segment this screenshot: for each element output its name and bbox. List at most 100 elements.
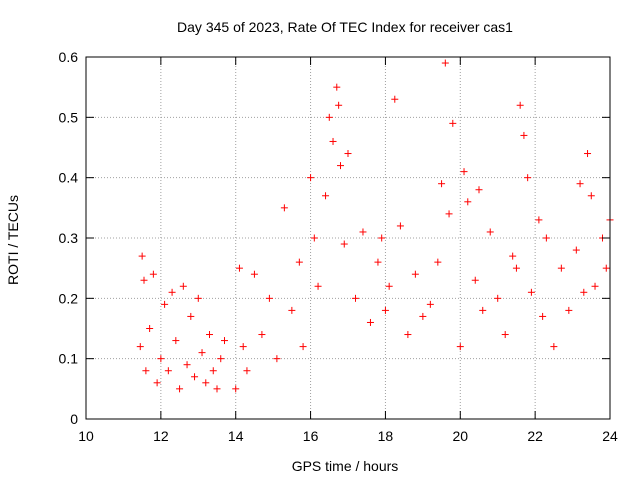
data-point xyxy=(464,198,472,206)
data-point xyxy=(584,150,592,158)
data-point xyxy=(213,385,221,393)
data-point xyxy=(479,306,487,314)
data-point xyxy=(591,282,599,290)
data-point xyxy=(520,131,528,139)
data-point xyxy=(337,162,345,170)
y-tick-label: 0.5 xyxy=(59,109,79,125)
data-point xyxy=(206,331,214,339)
data-point xyxy=(164,367,172,375)
x-tick-label: 10 xyxy=(78,428,94,444)
data-point xyxy=(512,264,520,272)
data-point xyxy=(243,367,251,375)
data-point xyxy=(168,288,176,296)
data-point xyxy=(179,282,187,290)
data-point xyxy=(411,270,419,278)
data-point xyxy=(187,312,195,320)
x-tick-label: 14 xyxy=(228,428,244,444)
data-point xyxy=(209,367,217,375)
data-point xyxy=(426,300,434,308)
data-point xyxy=(335,101,343,109)
data-point xyxy=(280,204,288,212)
data-point xyxy=(202,379,210,387)
data-point xyxy=(486,228,494,236)
data-point xyxy=(527,288,535,296)
data-point xyxy=(449,119,457,127)
data-point xyxy=(542,234,550,242)
data-point xyxy=(344,150,352,158)
y-axis-label: ROTI / TECUs xyxy=(5,195,21,285)
data-points xyxy=(136,59,614,393)
data-point xyxy=(325,113,333,121)
data-point xyxy=(310,234,318,242)
data-point xyxy=(273,355,281,363)
data-point xyxy=(557,264,565,272)
data-point xyxy=(381,306,389,314)
data-point xyxy=(419,312,427,320)
data-point xyxy=(191,373,199,381)
x-axis-label: GPS time / hours xyxy=(292,458,399,474)
data-point xyxy=(602,264,610,272)
data-point xyxy=(172,337,180,345)
data-point xyxy=(524,174,532,182)
y-tick-label: 0.4 xyxy=(59,170,79,186)
x-axis-ticks: 10 12 14 16 18 20 22 24 xyxy=(78,57,618,444)
data-point xyxy=(456,343,464,351)
data-point xyxy=(475,186,483,194)
data-point xyxy=(434,258,442,266)
data-point xyxy=(146,325,154,332)
data-point xyxy=(333,83,341,91)
data-point xyxy=(258,331,266,339)
y-tick-label: 0.1 xyxy=(59,351,79,367)
data-point xyxy=(250,270,258,278)
data-point xyxy=(471,276,479,284)
data-point xyxy=(501,331,509,339)
y-tick-label: 0.2 xyxy=(59,290,79,306)
data-point xyxy=(580,288,588,296)
x-tick-label: 18 xyxy=(378,428,394,444)
data-point xyxy=(194,294,202,302)
data-point xyxy=(351,294,359,302)
data-point xyxy=(288,306,296,314)
data-point xyxy=(404,331,412,339)
data-point xyxy=(565,306,573,314)
data-point xyxy=(441,59,449,67)
data-point xyxy=(535,216,543,224)
data-point xyxy=(516,101,524,109)
data-point xyxy=(550,343,558,351)
data-point xyxy=(509,252,517,260)
data-point xyxy=(322,192,330,200)
data-point xyxy=(140,276,148,284)
data-point xyxy=(142,367,150,375)
data-point xyxy=(494,294,502,302)
data-point xyxy=(239,343,247,351)
data-point xyxy=(183,361,191,369)
data-point xyxy=(391,95,399,103)
data-point xyxy=(149,270,157,278)
data-point xyxy=(299,343,307,351)
y-tick-label: 0.3 xyxy=(59,230,79,246)
data-point xyxy=(161,300,169,308)
data-point xyxy=(359,228,367,236)
y-tick-label: 0.6 xyxy=(59,49,79,65)
data-point xyxy=(198,349,206,357)
data-point xyxy=(445,210,453,218)
x-tick-label: 16 xyxy=(303,428,319,444)
data-point xyxy=(460,168,468,176)
y-axis-ticks: 0 0.1 0.2 0.3 0.4 0.5 0.6 xyxy=(59,49,610,427)
data-point xyxy=(576,180,584,188)
data-point xyxy=(153,379,161,387)
data-point xyxy=(265,294,273,302)
data-point xyxy=(307,174,315,182)
data-point xyxy=(329,137,337,145)
data-point xyxy=(217,355,225,363)
data-point xyxy=(374,258,382,266)
x-tick-label: 22 xyxy=(527,428,543,444)
data-point xyxy=(366,318,374,326)
x-tick-label: 24 xyxy=(602,428,618,444)
data-point xyxy=(138,252,146,260)
data-point xyxy=(438,180,446,188)
data-point xyxy=(176,385,184,393)
chart-title: Day 345 of 2023, Rate Of TEC Index for r… xyxy=(177,19,513,35)
data-point xyxy=(378,234,386,242)
